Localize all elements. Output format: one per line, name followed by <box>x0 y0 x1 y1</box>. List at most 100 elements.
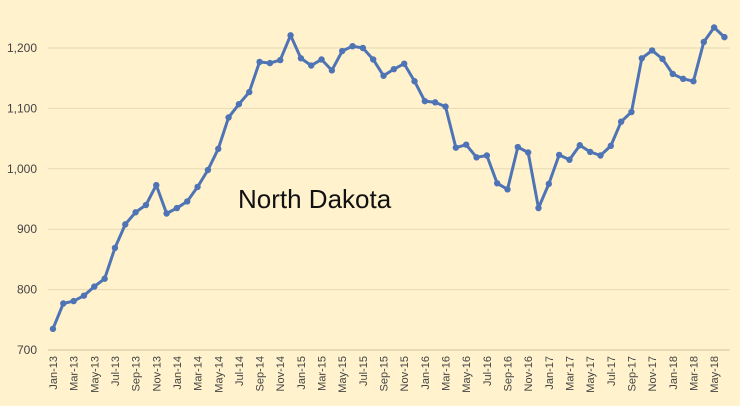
point <box>597 152 604 159</box>
point <box>287 32 294 39</box>
point <box>566 156 573 163</box>
x-tick-label: Jul-14 <box>234 356 246 386</box>
x-tick-label: Nov-13 <box>151 356 163 391</box>
point <box>101 275 108 282</box>
point <box>669 70 676 78</box>
point <box>256 58 263 66</box>
point <box>328 67 336 74</box>
point <box>721 33 728 41</box>
x-tick-label: May-16 <box>461 356 473 393</box>
x-tick-label: Jan-14 <box>172 356 184 390</box>
annotation: North Dakota <box>238 184 392 214</box>
x-tick-label: Sep-15 <box>379 356 391 391</box>
y-tick-label: 700 <box>17 343 37 357</box>
y-tick-label: 1,100 <box>7 101 37 115</box>
x-tick-label: May-15 <box>337 356 349 393</box>
point <box>545 180 553 188</box>
point <box>184 198 191 205</box>
point <box>339 47 346 55</box>
point <box>442 103 449 110</box>
point <box>122 221 129 228</box>
x-tick-label: Jan-13 <box>48 356 60 390</box>
point <box>710 24 718 31</box>
point <box>607 142 615 150</box>
x-tick-label: Jul-16 <box>482 356 494 386</box>
y-tick-label: 1,000 <box>7 162 37 176</box>
x-tick-label: Nov-15 <box>399 356 411 391</box>
point <box>277 56 284 64</box>
x-tick-label: Jul-13 <box>110 356 122 386</box>
point <box>555 151 563 159</box>
x-tick-label: May-14 <box>213 356 225 393</box>
point <box>266 59 274 67</box>
line <box>51 25 726 330</box>
x-tick-label: Nov-17 <box>647 356 659 391</box>
point <box>452 144 460 151</box>
point <box>380 72 387 79</box>
point <box>132 209 139 216</box>
point <box>524 149 532 156</box>
point <box>473 154 480 161</box>
point <box>163 210 170 217</box>
y-tick-label: 900 <box>17 222 37 236</box>
x-tick-label: Mar-14 <box>193 356 205 391</box>
x-tick-label: Jan-15 <box>296 356 308 390</box>
x-tick-label: Jan-18 <box>668 356 680 390</box>
point <box>225 114 232 121</box>
point <box>648 47 656 54</box>
x-tick-label: Mar-13 <box>69 356 81 391</box>
x-tick-label: Sep-13 <box>131 356 143 391</box>
point <box>235 100 243 108</box>
point <box>297 55 305 62</box>
point <box>411 78 418 85</box>
y-tick-label: 800 <box>17 283 37 297</box>
y-tick-label: 1,200 <box>7 41 37 55</box>
point <box>173 204 181 212</box>
x-tick-label: Nov-16 <box>523 356 535 391</box>
point <box>111 244 119 252</box>
x-tick-label: Jul-15 <box>358 356 370 386</box>
point <box>628 108 635 116</box>
point <box>349 42 356 50</box>
point <box>204 166 212 174</box>
point <box>483 152 491 159</box>
x-tick-label: May-17 <box>585 356 597 393</box>
x-tick-label: Mar-16 <box>441 356 453 391</box>
x-tick-label: Mar-17 <box>564 356 576 391</box>
point <box>49 325 57 333</box>
point <box>462 141 470 148</box>
point <box>700 38 707 46</box>
x-tick-label: Sep-14 <box>255 356 267 391</box>
point <box>535 204 542 212</box>
point <box>504 186 511 193</box>
point <box>80 292 88 299</box>
x-tick-label: Jul-17 <box>606 356 618 386</box>
point <box>576 142 584 149</box>
point <box>659 55 666 63</box>
point <box>215 145 222 153</box>
x-tick-label: Mar-18 <box>688 356 700 391</box>
point <box>638 55 645 62</box>
point <box>679 75 687 83</box>
point <box>370 56 377 63</box>
point <box>153 181 160 189</box>
point <box>617 118 625 125</box>
point <box>690 78 697 85</box>
point <box>60 300 67 307</box>
x-tick-label: May-13 <box>89 356 101 393</box>
point <box>308 62 315 69</box>
point <box>586 148 594 156</box>
point <box>493 180 501 187</box>
point <box>359 44 367 52</box>
point <box>91 283 98 290</box>
point <box>142 201 150 209</box>
x-tick-label: Jan-16 <box>420 356 432 390</box>
point <box>390 65 398 73</box>
x-tick-label: May-18 <box>709 356 721 393</box>
x-tick-label: Sep-16 <box>502 356 514 391</box>
x-tick-label: Sep-17 <box>626 356 638 391</box>
x-tick-label: Mar-15 <box>317 356 329 391</box>
point <box>246 88 253 96</box>
